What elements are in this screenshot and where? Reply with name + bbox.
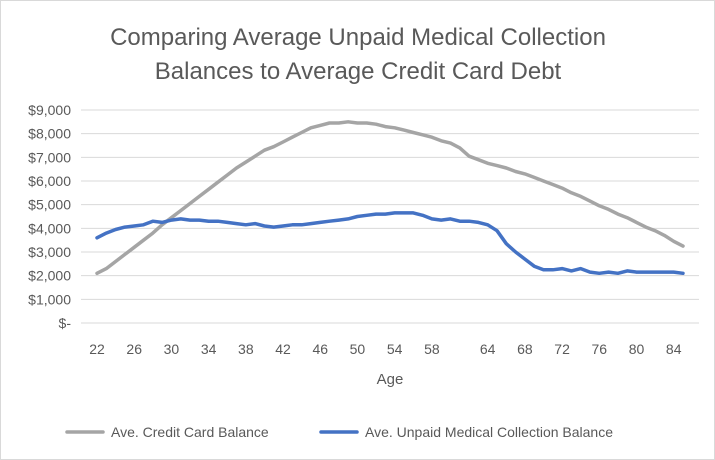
y-tick-label: $2,000 [28, 268, 71, 284]
x-tick-label: 76 [591, 341, 607, 357]
chart-title-line-2: Balances to Average Credit Card Debt [155, 58, 562, 85]
x-tick-label: 34 [201, 341, 217, 357]
x-tick-label: 68 [517, 341, 533, 357]
x-tick-label: 54 [387, 341, 403, 357]
x-tick-label: 58 [424, 341, 440, 357]
y-tick-label: $3,000 [28, 244, 71, 260]
legend-label: Ave. Credit Card Balance [111, 424, 269, 440]
y-axis-tick-labels: $- $1,000 $2,000 $3,000 $4,000 $5,000 $6,000 $7… [28, 102, 71, 331]
legend-label: Ave. Unpaid Medical Collection Balance [365, 424, 613, 440]
y-tick-label: $5,000 [28, 197, 71, 213]
legend: Ave. Credit Card Balance Ave. Unpaid Medi… [65, 424, 613, 440]
y-tick-label: $7,000 [28, 149, 71, 165]
x-tick-label: 80 [629, 341, 645, 357]
series-line-1 [95, 120, 685, 276]
y-tick-label: $- [59, 315, 72, 331]
y-tick-label: $8,000 [28, 126, 71, 142]
x-tick-label: 72 [554, 341, 570, 357]
y-tick-label: $9,000 [28, 102, 71, 118]
x-tick-label: 30 [164, 341, 180, 357]
y-tick-label: $4,000 [28, 220, 71, 236]
y-tick-label: $1,000 [28, 291, 71, 307]
series-line-2 [95, 211, 685, 276]
chart-title-line-1: Comparing Average Unpaid Medical Collect… [110, 24, 606, 51]
x-tick-label: 26 [126, 341, 142, 357]
x-tick-label: 42 [275, 341, 291, 357]
x-tick-label: 22 [89, 341, 105, 357]
gridlines [81, 109, 699, 324]
x-tick-label: 84 [666, 341, 682, 357]
x-axis-tick-labels: 22 26 30 34 38 42 46 50 54 58 64 68 72 76 80 84 [89, 341, 681, 357]
x-tick-label: 46 [312, 341, 328, 357]
series-lines [95, 120, 685, 276]
x-tick-label: 38 [238, 341, 254, 357]
x-axis-title: Age [377, 371, 404, 388]
y-tick-label: $6,000 [28, 173, 71, 189]
x-tick-label: 64 [480, 341, 496, 357]
x-tick-label: 50 [350, 341, 366, 357]
